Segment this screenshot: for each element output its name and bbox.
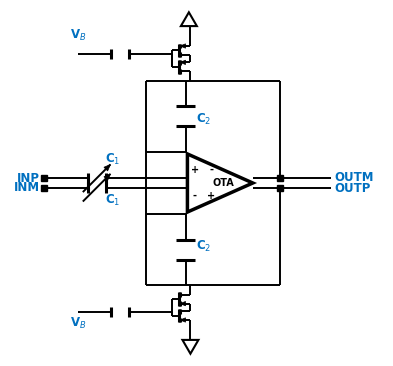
Polygon shape [104,174,110,180]
Text: -: - [209,165,213,175]
Text: INM: INM [14,181,40,194]
Text: INP: INP [17,172,40,185]
Text: C$_2$: C$_2$ [196,112,212,127]
Text: -: - [193,191,196,201]
Text: OTA: OTA [213,178,235,188]
Text: +: + [207,191,215,201]
Text: V$_B$: V$_B$ [70,28,86,43]
Polygon shape [180,302,185,306]
Text: C$_1$: C$_1$ [105,152,120,167]
Polygon shape [180,60,185,64]
Text: V$_B$: V$_B$ [70,315,86,330]
Text: OUTP: OUTP [334,182,371,195]
Text: C$_1$: C$_1$ [105,193,120,208]
Polygon shape [180,44,185,48]
Text: OUTM: OUTM [334,171,374,184]
Text: C$_2$: C$_2$ [196,239,212,254]
Polygon shape [180,318,185,322]
Polygon shape [104,164,110,171]
Text: +: + [191,165,199,175]
